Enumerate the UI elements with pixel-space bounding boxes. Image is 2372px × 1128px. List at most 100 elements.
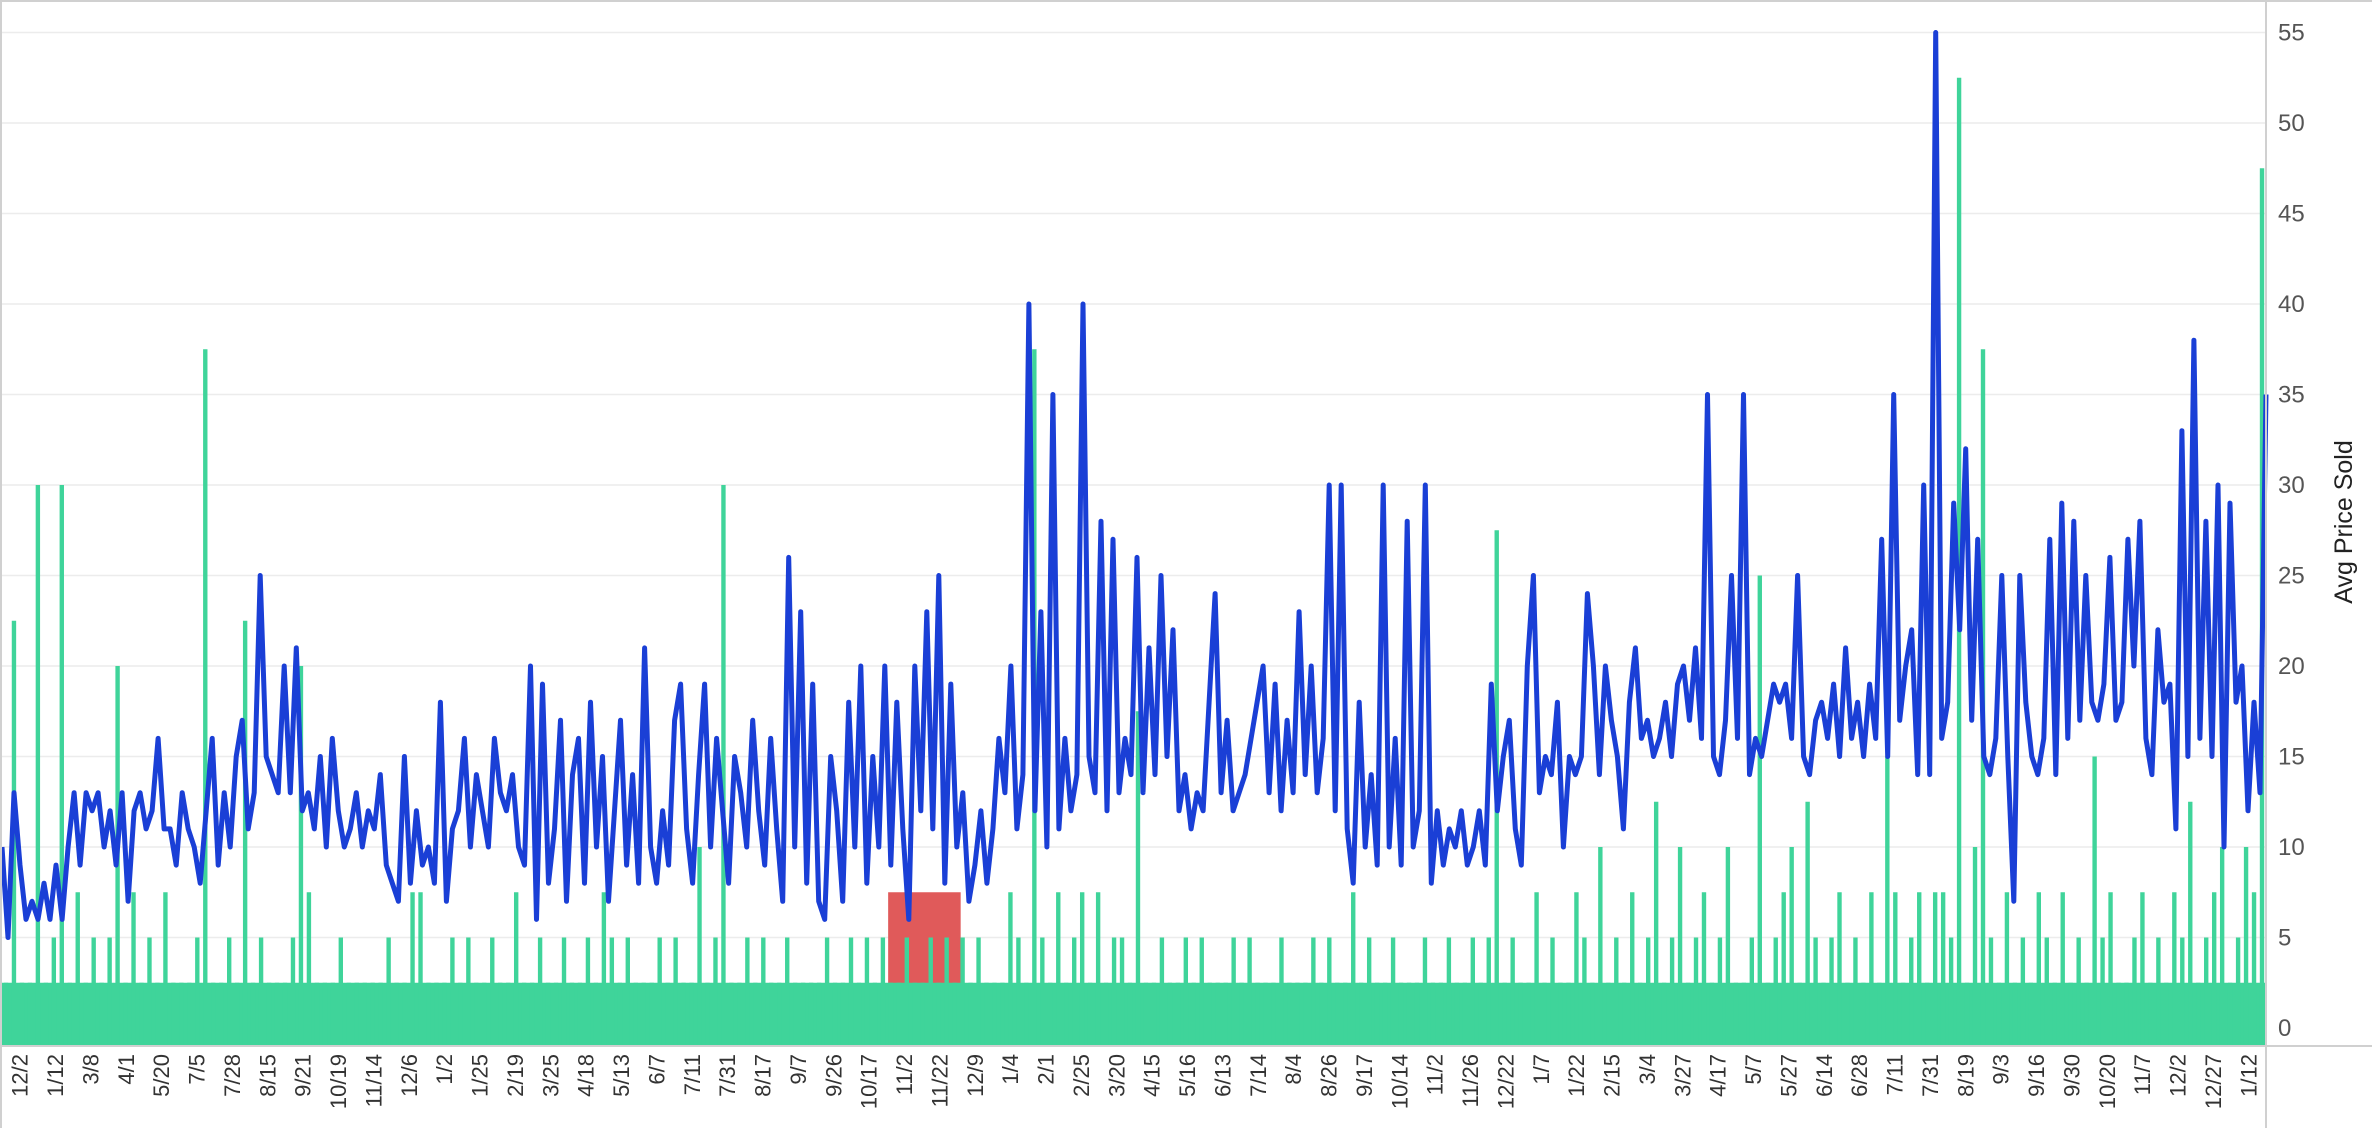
bar [641, 982, 646, 1046]
bar [1000, 982, 1005, 1046]
bar [529, 982, 535, 1046]
x-tick-label: 12/2 [8, 1054, 33, 1097]
bar [35, 485, 41, 1046]
bar [1526, 982, 1531, 1046]
bar [2219, 847, 2225, 1046]
x-tick-label: 3/8 [78, 1054, 103, 1085]
x-tick-label: 6/13 [1210, 1054, 1235, 1097]
x-tick-label: 2/19 [503, 1054, 528, 1097]
bar [513, 892, 519, 1046]
bar [370, 982, 375, 1046]
bar [1661, 982, 1667, 1046]
bar [1901, 982, 1906, 1046]
y-tick-label: 45 [2278, 201, 2305, 228]
bar [458, 982, 463, 1046]
y-axis-label: Avg Price Sold [2330, 440, 2358, 604]
bar [1630, 892, 1635, 1046]
bar [386, 937, 391, 1046]
bar [585, 937, 591, 1046]
bar [1606, 982, 1611, 1046]
bar [1103, 982, 1109, 1046]
bar [1542, 982, 1547, 1046]
bar [1199, 937, 1204, 1046]
bar [1271, 982, 1276, 1046]
bar [1845, 982, 1850, 1046]
bar [912, 982, 917, 1046]
bar [2100, 937, 2105, 1046]
bar [99, 982, 104, 1046]
bar [601, 892, 607, 1046]
bar [2028, 982, 2034, 1046]
bar [800, 982, 806, 1046]
bar [314, 982, 320, 1046]
bar [745, 937, 750, 1046]
x-tick-label: 6/7 [644, 1054, 669, 1085]
bar [107, 937, 112, 1046]
x-tick-label: 1/12 [43, 1054, 68, 1097]
bar [2251, 892, 2257, 1046]
bar [1183, 937, 1189, 1046]
bar [402, 982, 407, 1046]
bar [442, 982, 447, 1046]
x-tick-label: 12/2 [2166, 1054, 2191, 1097]
bar [1024, 982, 1029, 1046]
bar [1837, 892, 1842, 1046]
bar [2124, 982, 2129, 1046]
bar [553, 982, 559, 1046]
bar [394, 982, 399, 1046]
bar [1781, 892, 1786, 1046]
x-tick-label: 10/20 [2095, 1054, 2120, 1109]
x-tick-label: 12/27 [2201, 1054, 2226, 1109]
bar [1869, 892, 1874, 1046]
bar [793, 982, 798, 1046]
bar [51, 937, 57, 1046]
line-series [0, 30, 2269, 940]
bar [1422, 937, 1428, 1046]
bar [67, 982, 72, 1046]
bar [785, 937, 790, 1046]
bar [1119, 937, 1125, 1046]
bar [1638, 982, 1643, 1046]
bar [163, 892, 168, 1046]
x-tick-label: 7/5 [185, 1054, 210, 1085]
bar [354, 982, 359, 1046]
bar [498, 982, 503, 1046]
bar [1462, 982, 1468, 1046]
x-tick-label: 8/15 [255, 1054, 280, 1097]
bar [1558, 982, 1563, 1046]
bar [123, 982, 128, 1046]
bar [1598, 847, 1603, 1046]
bar [1374, 982, 1380, 1046]
bar [2116, 982, 2121, 1046]
bar [155, 982, 160, 1046]
bar [625, 937, 630, 1046]
bar [1095, 892, 1101, 1046]
bar [816, 982, 822, 1046]
bar [266, 982, 272, 1046]
bar [2188, 801, 2193, 1046]
x-tick-label: 10/19 [326, 1054, 351, 1109]
bar [1191, 982, 1196, 1046]
bar [968, 982, 973, 1046]
bar [880, 937, 886, 1046]
bar [681, 982, 686, 1046]
bar [1414, 982, 1420, 1046]
bar [506, 982, 511, 1046]
bar [1932, 892, 1938, 1046]
bar [1175, 982, 1181, 1046]
bar [697, 847, 702, 1046]
bar [689, 982, 694, 1046]
bar [920, 982, 925, 1046]
x-tick-label: 11/2 [1423, 1054, 1448, 1095]
bar [306, 892, 312, 1046]
bar [1725, 847, 1731, 1046]
bar [290, 937, 296, 1046]
y-tick-label: 15 [2278, 744, 2305, 771]
x-tick-label: 1/2 [432, 1054, 457, 1085]
bar [195, 937, 200, 1046]
bar [729, 982, 734, 1046]
x-tick-label: 11/7 [2130, 1054, 2155, 1095]
x-tick-label: 12/22 [1493, 1054, 1518, 1109]
bar [1406, 982, 1412, 1046]
